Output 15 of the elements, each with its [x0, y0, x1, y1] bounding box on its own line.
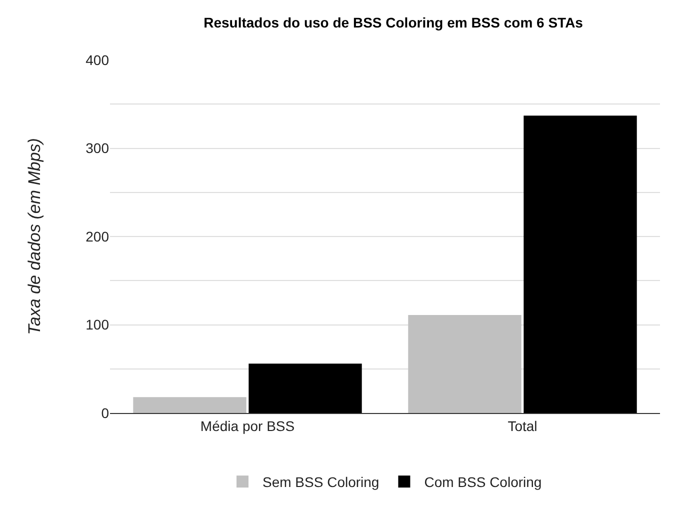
y-tick-label: 200: [86, 228, 110, 244]
legend-label: Com BSS Coloring: [424, 474, 542, 490]
y-tick-label: 0: [101, 404, 110, 421]
y-tick-label: 300: [86, 140, 110, 156]
x-tick-label: Média por BSS: [200, 418, 295, 434]
bar: [248, 364, 362, 413]
x-tick-label: Total: [508, 418, 538, 434]
y-tick-label: 400: [86, 52, 110, 68]
bar: [408, 315, 522, 413]
y-axis-title: Taxa de dados (em Mbps): [25, 138, 44, 335]
bar: [133, 397, 246, 413]
y-tick-label: 100: [86, 316, 110, 333]
chart-title: Resultados do uso de BSS Coloring em BSS com 6 STAs: [204, 14, 584, 31]
bar: [524, 116, 637, 413]
legend-label: Sem BSS Coloring: [262, 474, 380, 490]
